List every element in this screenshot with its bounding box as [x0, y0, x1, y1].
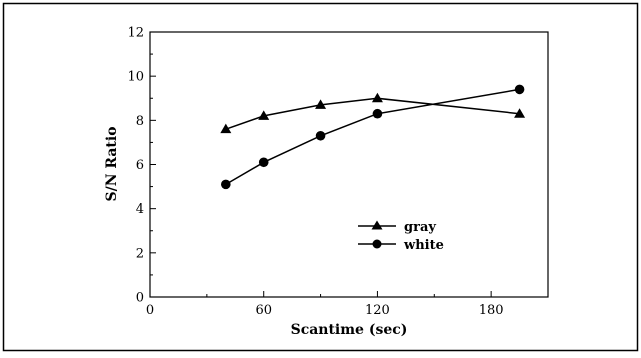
- legend-label-white: white: [403, 238, 444, 253]
- x-tick-label: 120: [365, 303, 390, 318]
- y-tick-label: 8: [136, 114, 144, 129]
- y-tick-label: 12: [127, 26, 144, 41]
- x-tick-label: 60: [255, 303, 272, 318]
- data-point-white: [372, 108, 383, 119]
- data-point-gray: [258, 110, 270, 120]
- data-point-white: [221, 179, 231, 190]
- y-tick-label: 10: [127, 70, 144, 85]
- x-axis-title: Scantime (sec): [291, 322, 408, 338]
- legend: gray white: [358, 220, 444, 253]
- data-point-gray: [371, 92, 383, 103]
- series-line-white: [225, 88, 520, 186]
- y-axis-title: S/N Ratio: [104, 126, 120, 201]
- figure-border: [2, 2, 639, 352]
- data-point-gray: [220, 123, 232, 134]
- data-point-gray: [514, 108, 526, 118]
- y-tick-label: 4: [136, 202, 144, 217]
- x-tick-label: 0: [146, 303, 154, 318]
- y-tick-label: 2: [136, 246, 144, 261]
- legend-marker-gray: [371, 220, 383, 230]
- y-tick-label: 0: [136, 291, 144, 306]
- legend-marker-white: [372, 239, 382, 249]
- x-tick-label: 180: [479, 303, 504, 318]
- y-tick-label: 6: [136, 158, 144, 173]
- data-point-white: [258, 157, 269, 168]
- legend-label-gray: gray: [404, 220, 436, 235]
- data-point-white: [315, 130, 326, 141]
- data-point-white: [514, 84, 525, 95]
- series-layer: [220, 84, 526, 190]
- plot-area: [149, 31, 549, 298]
- data-point-gray: [315, 99, 327, 109]
